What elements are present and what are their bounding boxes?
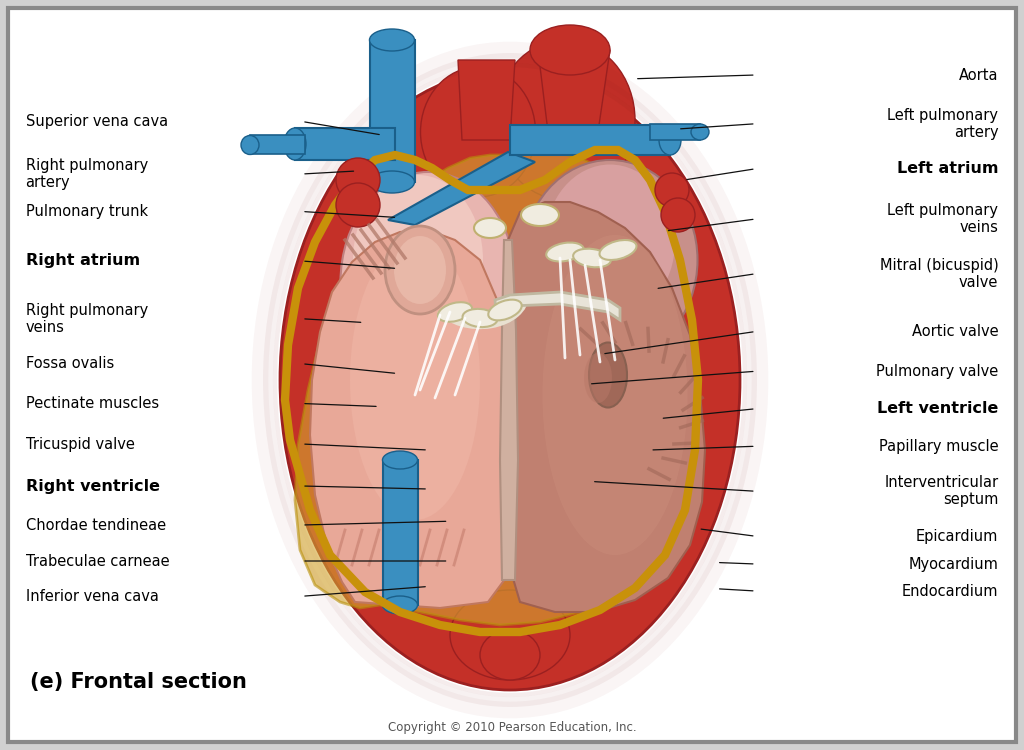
Ellipse shape	[341, 172, 515, 392]
Polygon shape	[250, 135, 305, 154]
Ellipse shape	[463, 309, 498, 327]
Polygon shape	[538, 50, 610, 132]
Ellipse shape	[370, 29, 415, 51]
Ellipse shape	[488, 300, 522, 320]
Ellipse shape	[599, 240, 637, 260]
Ellipse shape	[584, 353, 612, 403]
Text: Papillary muscle: Papillary muscle	[879, 439, 998, 454]
Text: Myocardium: Myocardium	[908, 556, 998, 572]
Text: Right pulmonary
artery: Right pulmonary artery	[26, 158, 147, 190]
Text: Aorta: Aorta	[958, 68, 998, 82]
Polygon shape	[506, 202, 705, 612]
Text: Tricuspid valve: Tricuspid valve	[26, 436, 134, 451]
Ellipse shape	[450, 590, 570, 680]
Text: Trabeculae carneae: Trabeculae carneae	[26, 554, 169, 568]
Ellipse shape	[385, 226, 455, 314]
Ellipse shape	[521, 204, 559, 226]
Text: Fossa ovalis: Fossa ovalis	[26, 356, 114, 371]
Text: Aortic valve: Aortic valve	[911, 324, 998, 339]
Text: Left ventricle: Left ventricle	[877, 401, 998, 416]
Text: Interventricular
septum: Interventricular septum	[885, 475, 998, 508]
Polygon shape	[295, 152, 688, 625]
Ellipse shape	[280, 70, 740, 690]
Polygon shape	[510, 125, 670, 155]
Polygon shape	[383, 460, 418, 605]
Text: Endocardium: Endocardium	[902, 584, 998, 598]
Ellipse shape	[691, 124, 709, 140]
Ellipse shape	[421, 67, 536, 197]
Polygon shape	[388, 152, 535, 225]
Ellipse shape	[522, 160, 697, 360]
Text: Chordae tendineae: Chordae tendineae	[26, 518, 166, 532]
Ellipse shape	[545, 164, 675, 320]
Text: Right ventricle: Right ventricle	[26, 478, 160, 494]
Ellipse shape	[659, 125, 681, 155]
Text: Copyright © 2010 Pearson Education, Inc.: Copyright © 2010 Pearson Education, Inc.	[388, 722, 636, 734]
Text: Pulmonary valve: Pulmonary valve	[877, 364, 998, 379]
Polygon shape	[500, 240, 518, 580]
Circle shape	[655, 173, 689, 207]
Ellipse shape	[589, 343, 627, 407]
Text: Pectinate muscles: Pectinate muscles	[26, 396, 159, 411]
Ellipse shape	[530, 25, 610, 75]
Ellipse shape	[284, 128, 306, 160]
Polygon shape	[650, 124, 700, 140]
Ellipse shape	[474, 218, 506, 238]
Text: Pulmonary trunk: Pulmonary trunk	[26, 204, 147, 219]
Ellipse shape	[353, 175, 483, 345]
Text: Left pulmonary
artery: Left pulmonary artery	[888, 107, 998, 140]
Circle shape	[662, 198, 695, 232]
Ellipse shape	[438, 302, 472, 322]
Text: Right pulmonary
veins: Right pulmonary veins	[26, 302, 147, 335]
Polygon shape	[495, 292, 620, 320]
Text: Inferior vena cava: Inferior vena cava	[26, 589, 159, 604]
Ellipse shape	[546, 242, 584, 262]
Ellipse shape	[383, 596, 418, 614]
Text: Epicardium: Epicardium	[916, 529, 998, 544]
Ellipse shape	[383, 451, 418, 469]
Ellipse shape	[370, 171, 415, 193]
Text: Right atrium: Right atrium	[26, 254, 139, 268]
Text: Superior vena cava: Superior vena cava	[26, 114, 168, 129]
Ellipse shape	[350, 240, 480, 520]
Ellipse shape	[394, 236, 446, 304]
Text: Left pulmonary
veins: Left pulmonary veins	[888, 202, 998, 236]
Text: Mitral (bicuspid)
valve: Mitral (bicuspid) valve	[880, 257, 998, 290]
Polygon shape	[370, 40, 415, 182]
Polygon shape	[310, 230, 512, 608]
Polygon shape	[458, 60, 515, 140]
Circle shape	[336, 183, 380, 227]
Circle shape	[336, 158, 380, 202]
FancyBboxPatch shape	[8, 8, 1016, 742]
Ellipse shape	[495, 40, 635, 200]
Ellipse shape	[543, 235, 687, 555]
Text: (e) Frontal section: (e) Frontal section	[30, 672, 247, 692]
Ellipse shape	[480, 630, 540, 680]
Ellipse shape	[241, 136, 259, 154]
Polygon shape	[295, 128, 395, 160]
Text: Left atrium: Left atrium	[897, 161, 998, 176]
Ellipse shape	[573, 249, 611, 267]
